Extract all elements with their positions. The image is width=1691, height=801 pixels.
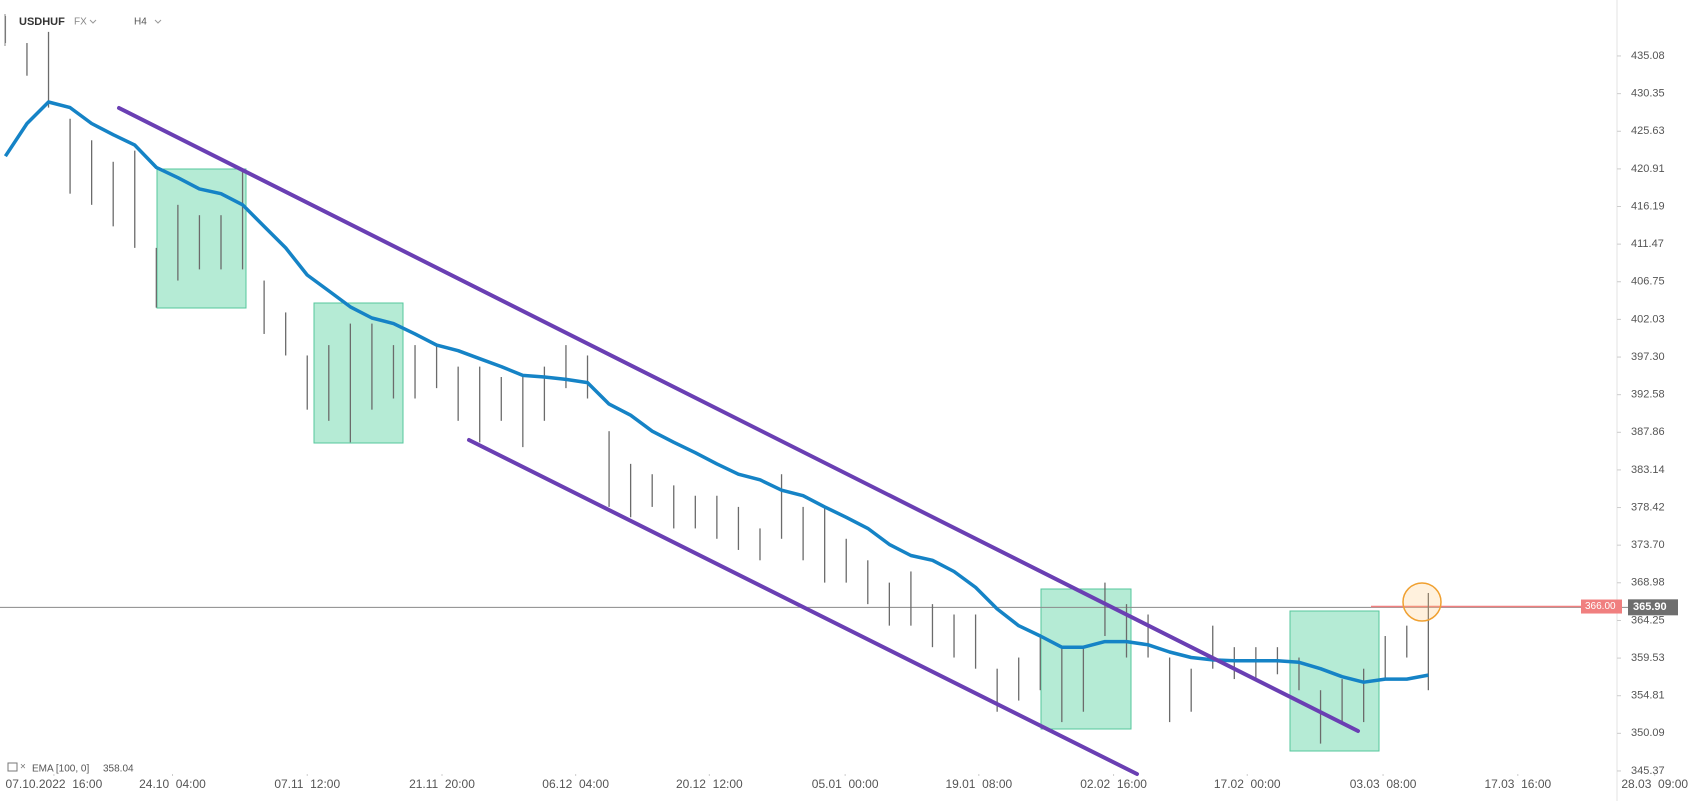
market: FX: [74, 17, 87, 28]
indicator-name: EMA [100, 0]: [32, 764, 89, 775]
x-tick-label: 21.11 20:00: [409, 777, 475, 791]
y-tick-label: 406.75: [1631, 276, 1665, 288]
x-tick-label: 17.02 00:00: [1214, 777, 1281, 791]
y-tick-label: 420.91: [1631, 163, 1665, 175]
y-tick-label: 345.37: [1631, 765, 1665, 777]
last-price-box: [1628, 599, 1678, 616]
indicator-close[interactable]: ×: [20, 762, 26, 773]
indicator-value: 358.04: [103, 764, 134, 775]
x-tick-label: 28.03 09:00: [1621, 777, 1688, 791]
zones: [156, 168, 1380, 752]
y-tick-label: 392.58: [1631, 389, 1665, 401]
zone-box: [156, 168, 247, 309]
y-tick-label: 373.70: [1631, 539, 1665, 551]
dropdown-caret[interactable]: [89, 19, 97, 24]
channel-upper: [117, 106, 1360, 733]
x-tick-label: 03.03 08:00: [1350, 777, 1417, 791]
x-tick-label: 07.10.2022 16:00: [6, 777, 103, 791]
dropdown-caret[interactable]: [154, 19, 162, 24]
y-tick-label: 387.86: [1631, 426, 1665, 438]
alert-label: 366.00: [1585, 601, 1616, 612]
x-tick-label: 05.01 00:00: [812, 777, 879, 791]
y-tick-label: 425.63: [1631, 125, 1665, 137]
ema-line: [3, 100, 1429, 684]
x-tick-label: 02.02 16:00: [1080, 777, 1147, 791]
zone-box: [1040, 588, 1132, 730]
y-tick-label: 364.25: [1631, 614, 1665, 626]
timeframe[interactable]: H4: [134, 17, 147, 28]
y-tick-label: 383.14: [1631, 464, 1665, 476]
y-tick-label: 397.30: [1631, 351, 1665, 363]
y-tick-label: 350.09: [1631, 727, 1665, 739]
y-tick-label: 416.19: [1631, 200, 1665, 212]
indicator-icon[interactable]: [7, 762, 18, 772]
x-tick-label: 06.12 04:00: [542, 777, 609, 791]
x-tick-label: 19.01 08:00: [945, 777, 1012, 791]
y-tick-label: 354.81: [1631, 690, 1665, 702]
x-tick-label: 07.11 12:00: [274, 777, 340, 791]
y-tick-label: 359.53: [1631, 652, 1665, 664]
last-price-label: 365.90: [1633, 601, 1667, 613]
y-tick-label: 402.03: [1631, 313, 1665, 325]
channel: [117, 106, 1360, 776]
header: USDHUF FX H4: [4, 14, 162, 46]
channel-lower: [467, 438, 1139, 776]
y-tick-label: 411.47: [1631, 238, 1664, 250]
y-tick-label: 430.35: [1631, 88, 1665, 100]
alert-box: [1581, 599, 1622, 614]
indicator-legend: × EMA [100, 0] 358.04: [7, 762, 134, 775]
y-tick-label: 435.08: [1631, 50, 1665, 62]
symbol[interactable]: USDHUF: [19, 16, 65, 28]
y-tick-label: 368.98: [1631, 577, 1665, 589]
x-tick-label: 24.10 04:00: [139, 777, 206, 791]
highlight-circle: [1402, 582, 1442, 622]
y-tick-label: 378.42: [1631, 501, 1665, 513]
x-tick-label: 20.12 12:00: [676, 777, 743, 791]
x-tick-label: 17.03 16:00: [1484, 777, 1551, 791]
